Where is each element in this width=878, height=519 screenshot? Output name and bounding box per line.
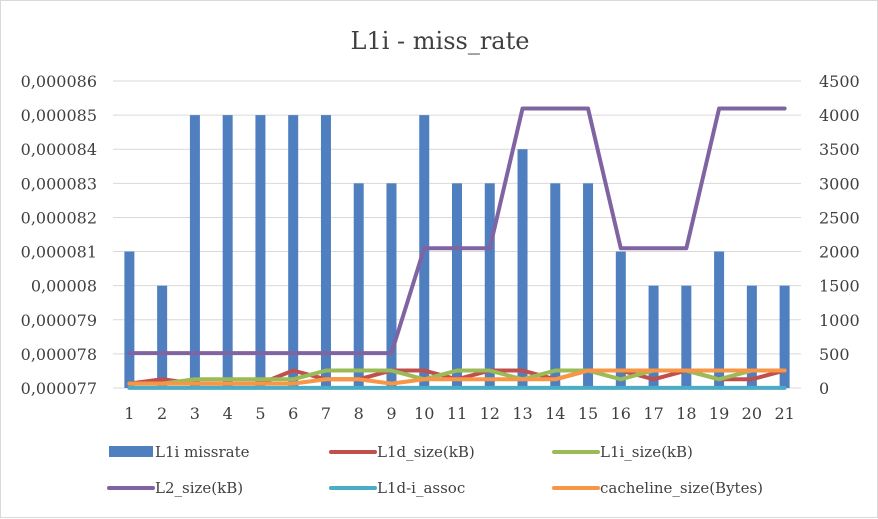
bar: [615, 251, 626, 388]
x-axis-tick-label: 13: [512, 404, 532, 423]
bar: [648, 285, 659, 388]
bar: [320, 115, 331, 388]
x-axis-tick-label: 15: [578, 404, 598, 423]
x-axis-tick-label: 12: [480, 404, 500, 423]
x-axis-tick-label: 6: [288, 404, 298, 423]
right-axis-tick-label: 4000: [819, 106, 860, 125]
right-axis-tick-label: 2500: [819, 208, 860, 227]
x-axis-tick-label: 17: [643, 404, 663, 423]
legend-label: L1i_size(kB): [600, 443, 693, 461]
x-axis-tick-label: 16: [611, 404, 631, 423]
left-axis-tick-label: 0,000082: [21, 208, 97, 227]
legend-label: L2_size(kB): [155, 479, 243, 497]
right-axis-tick-label: 1500: [819, 277, 860, 296]
series-line: [127, 368, 787, 386]
x-axis-tick-label: 10: [414, 404, 434, 423]
legend: L1i missrate L1d_size(kB) L1i_size(kB) L2_s…: [107, 443, 763, 497]
x-axis-tick-label: 11: [447, 404, 467, 423]
right-axis-tick-label: 0: [819, 379, 829, 398]
x-axis-tick-label: 4: [223, 404, 233, 423]
bar: [517, 149, 528, 388]
x-axis-tick-label: 21: [774, 404, 794, 423]
x-axis-tick-label: 19: [709, 404, 729, 423]
legend-label: L1d_size(kB): [377, 443, 475, 461]
bar: [222, 115, 233, 388]
bar: [681, 285, 692, 388]
x-axis-tick-label: 7: [321, 404, 331, 423]
left-axis-tick-label: 0,000086: [21, 72, 97, 91]
bar: [550, 183, 561, 388]
x-axis-tick-label: 9: [386, 404, 396, 423]
left-axis-ticks: 0,000077 0,000078 0,000079 0,00008 0,000081 0…: [21, 72, 97, 398]
left-axis-tick-label: 0,000079: [21, 311, 97, 330]
x-axis-tick-label: 18: [676, 404, 696, 423]
legend-swatch: [109, 446, 153, 457]
bar: [353, 183, 364, 388]
chart-title: L1i - miss_rate: [351, 27, 530, 55]
bar: [189, 115, 200, 388]
x-axis-tick-label: 5: [255, 404, 265, 423]
left-axis-tick-label: 0,00008: [31, 277, 97, 296]
x-axis-tick-label: 8: [354, 404, 364, 423]
left-axis-tick-label: 0,000077: [21, 379, 97, 398]
bar: [452, 183, 462, 388]
right-axis-tick-label: 4500: [819, 72, 860, 91]
x-axis-tick-label: 1: [124, 404, 134, 423]
bar: [288, 115, 299, 388]
x-axis-ticks: 1 2 3 4 5 6 7 8 9 10 11 12 13 14 15 16 17 18 19 20 21: [124, 404, 795, 423]
left-axis-tick-label: 0,000081: [21, 243, 97, 262]
x-axis-tick-label: 14: [545, 404, 565, 423]
left-axis-tick-label: 0,000084: [21, 140, 97, 159]
legend-label: cacheline_size(Bytes): [600, 479, 763, 497]
bar: [484, 183, 495, 388]
bar: [386, 183, 397, 388]
left-axis-tick-label: 0,000085: [21, 106, 97, 125]
bar: [779, 285, 790, 388]
right-axis-tick-label: 3000: [819, 174, 860, 193]
bar: [714, 251, 725, 388]
x-axis-tick-label: 20: [742, 404, 762, 423]
bar: [255, 115, 266, 388]
left-axis-tick-label: 0,000078: [21, 345, 97, 364]
legend-label: L1d-i_assoc: [377, 479, 465, 497]
bar: [746, 285, 757, 388]
right-axis-ticks: 0 500 1000 1500 2000 2500 3000 3500 4000 4500: [819, 72, 860, 398]
series-line: [127, 106, 787, 356]
right-axis-tick-label: 3500: [819, 140, 860, 159]
bar: [583, 183, 594, 388]
right-axis-tick-label: 2000: [819, 243, 860, 262]
x-axis-tick-label: 3: [190, 404, 200, 423]
bar: [124, 251, 135, 388]
bar: [157, 285, 168, 388]
right-axis-tick-label: 500: [819, 345, 850, 364]
right-axis-tick-label: 1000: [819, 311, 860, 330]
left-axis-tick-label: 0,000083: [21, 174, 97, 193]
line-series-group: [127, 106, 787, 390]
x-axis-tick-label: 2: [157, 404, 167, 423]
legend-label: L1i missrate: [155, 443, 250, 461]
